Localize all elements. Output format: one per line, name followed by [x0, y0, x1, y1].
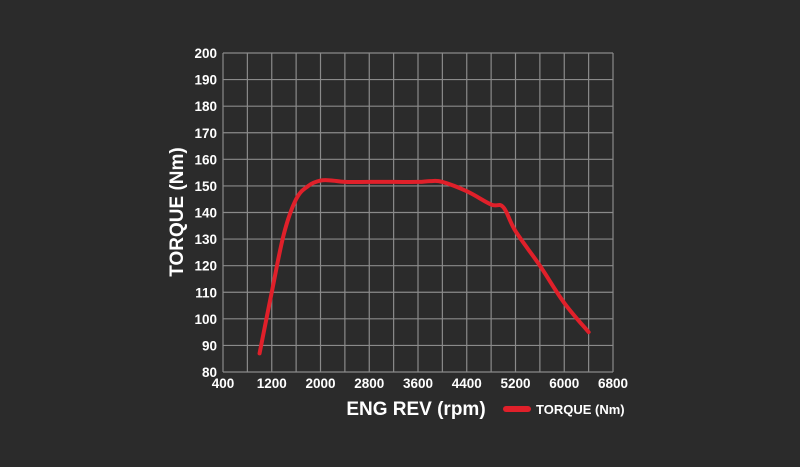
y-tick-label: 160 — [194, 152, 217, 167]
y-tick-label: 80 — [202, 365, 217, 380]
y-tick-labels: 80 90 100 110 120 130 140 150 160 170 180 190 200 — [194, 46, 217, 380]
y-tick-label: 190 — [194, 73, 217, 88]
x-tick-label: 2800 — [354, 376, 384, 391]
x-tick-label: 4400 — [452, 376, 482, 391]
y-tick-label: 130 — [194, 232, 217, 247]
y-tick-label: 110 — [195, 285, 217, 300]
x-tick-label: 6800 — [598, 376, 628, 391]
x-tick-label: 1200 — [257, 376, 287, 391]
x-tick-label: 2000 — [305, 376, 335, 391]
grid — [222, 52, 614, 373]
series-layer — [257, 178, 591, 356]
x-tick-label: 3600 — [403, 376, 433, 391]
y-tick-label: 140 — [194, 206, 217, 221]
y-axis-title: TORQUE (Nm) — [167, 147, 188, 276]
y-tick-label: 180 — [194, 99, 217, 114]
y-tick-label: 100 — [194, 312, 217, 327]
x-tick-label: 400 — [212, 376, 235, 391]
y-tick-label: 120 — [194, 259, 217, 274]
legend-label: TORQUE (Nm) — [536, 402, 625, 417]
y-tick-label: 90 — [202, 338, 217, 353]
y-tick-label: 200 — [194, 46, 217, 61]
legend: TORQUE (Nm) — [503, 402, 625, 417]
series-line-torque — [257, 178, 591, 356]
y-tick-label: 150 — [194, 179, 217, 194]
x-tick-labels: 400 1200 2000 2800 3600 4400 5200 6000 6800 — [212, 376, 628, 391]
x-tick-label: 5200 — [500, 376, 530, 391]
x-axis-title: ENG REV (rpm) — [346, 399, 485, 420]
y-tick-label: 170 — [194, 126, 217, 141]
x-tick-label: 6000 — [549, 376, 579, 391]
